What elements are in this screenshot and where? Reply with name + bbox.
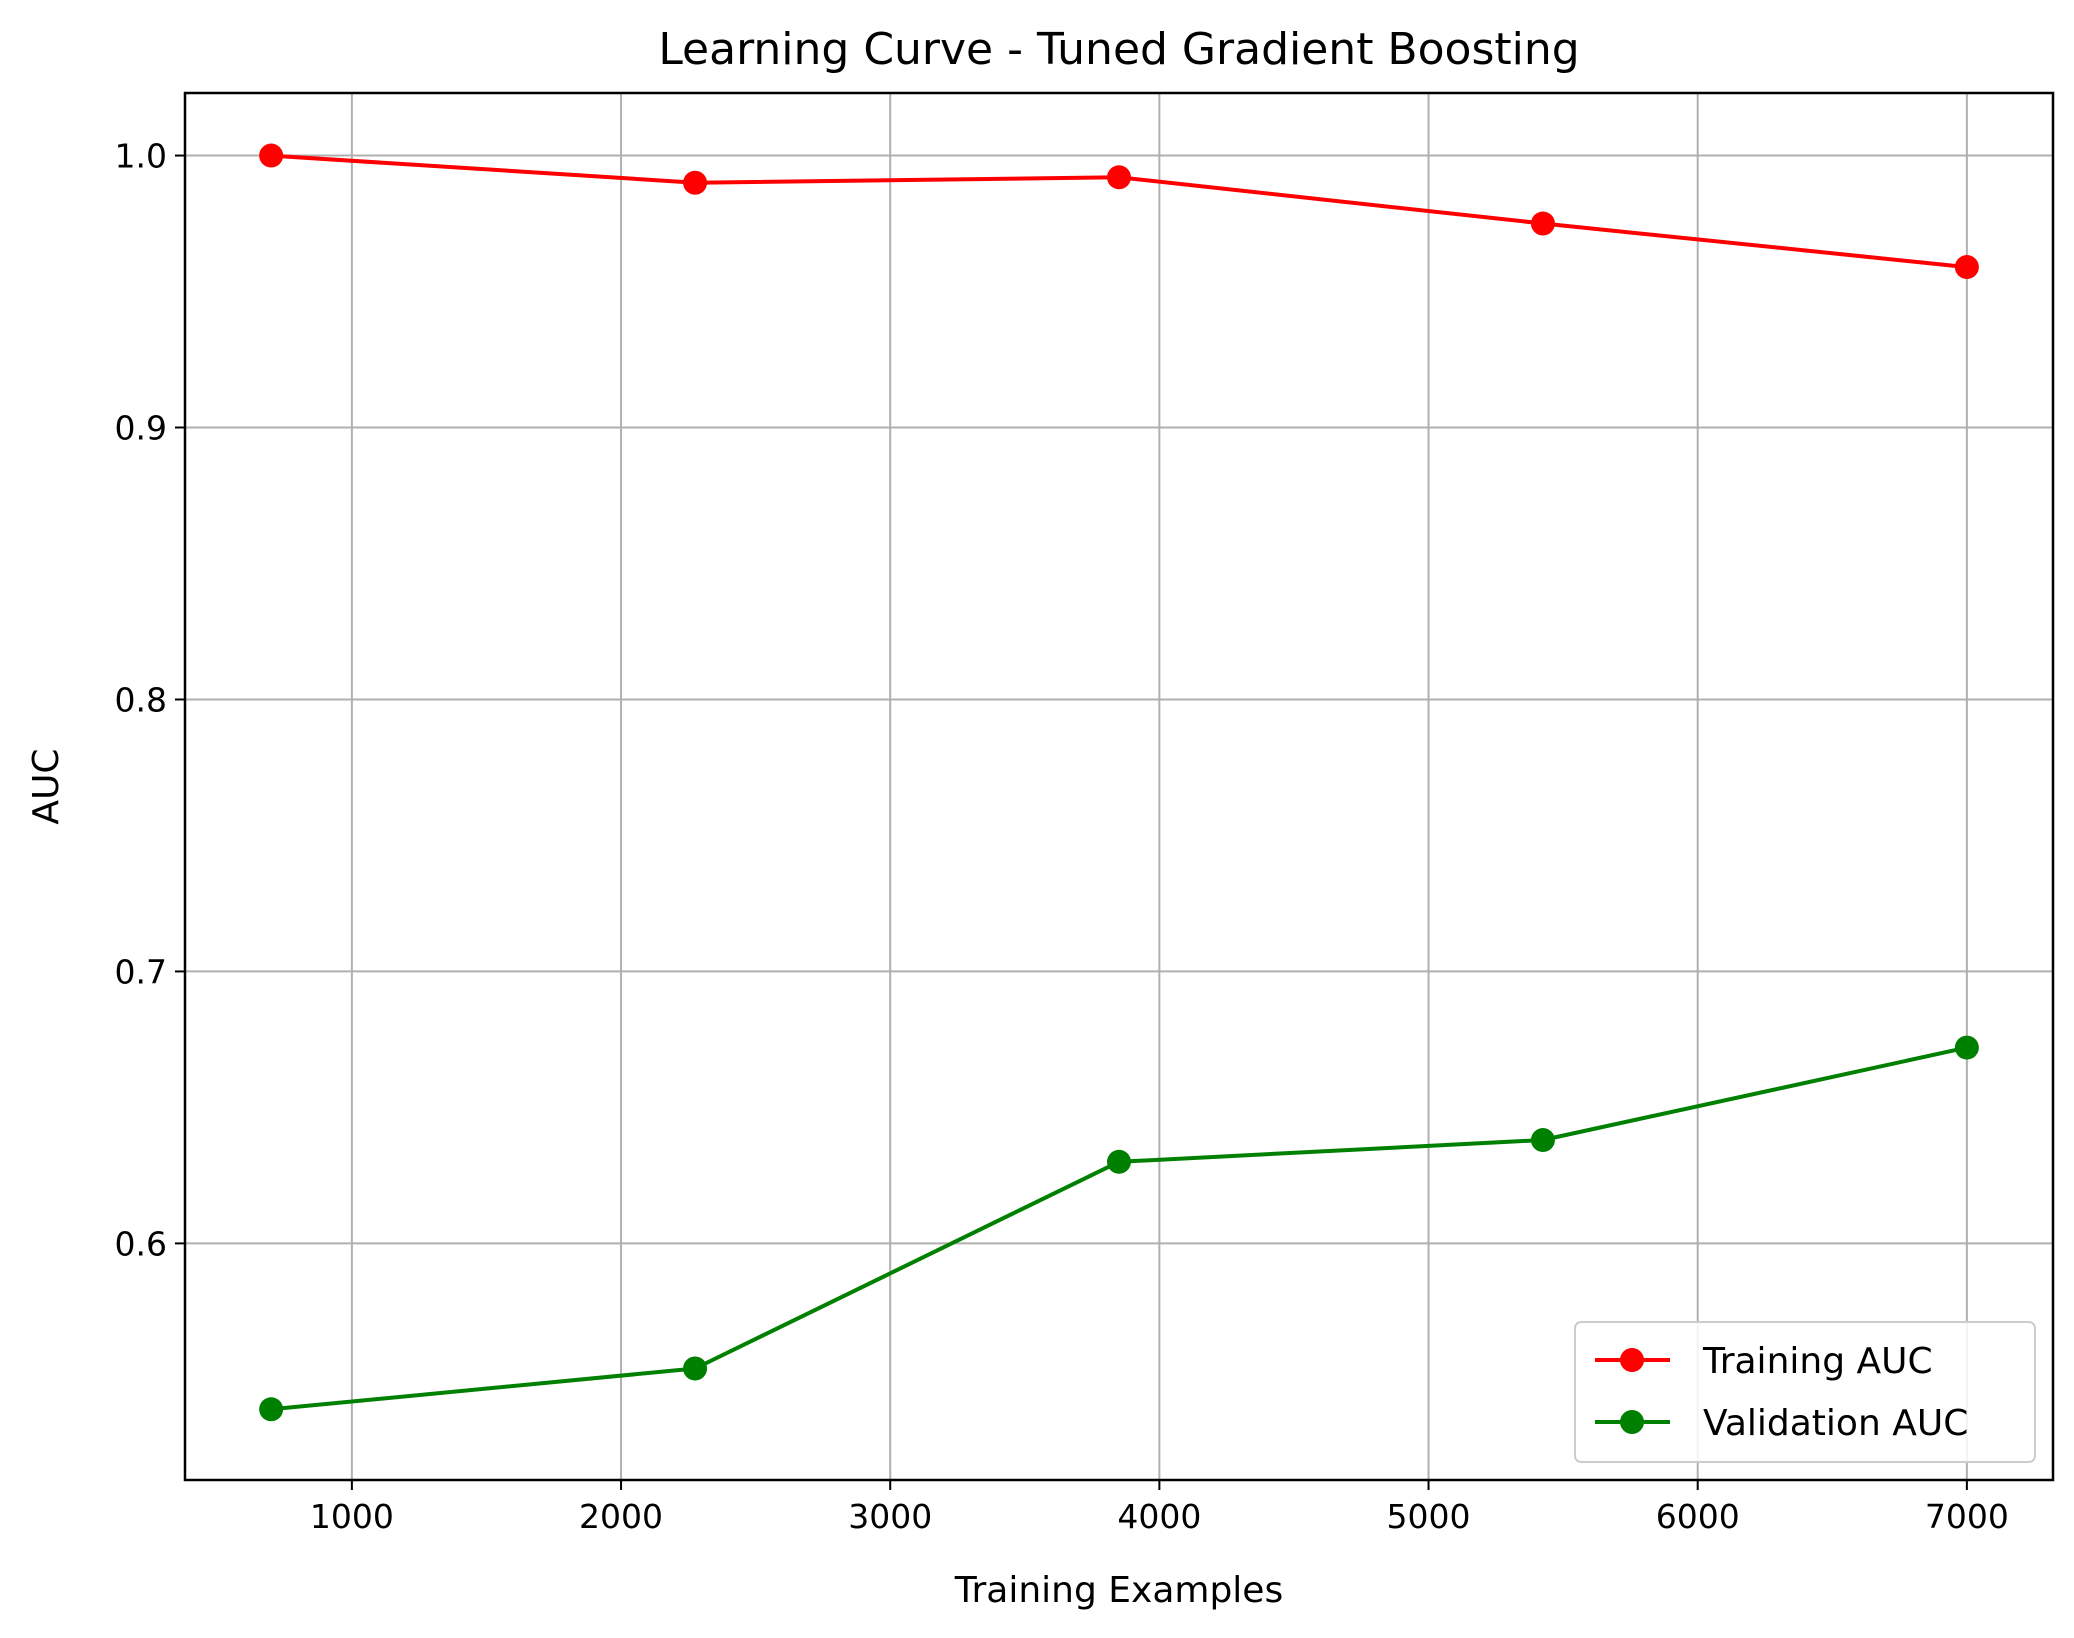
legend-marker: [1620, 1410, 1644, 1434]
legend-label: Training AUC: [1702, 1341, 1933, 1382]
data-point: [259, 1397, 284, 1422]
x-tick-label: 6000: [1656, 1497, 1740, 1536]
legend-box: [1574, 1321, 2036, 1463]
plot-area-frame: [183, 91, 2055, 1482]
data-point: [1107, 1149, 1131, 1174]
legend-item: Validation AUC: [1595, 1403, 1968, 1444]
data-point: [259, 143, 284, 168]
x-tick-label: 5000: [1387, 1497, 1471, 1536]
x-axis-label: Training Examples: [954, 1570, 1283, 1611]
chart-title: Learning Curve - Tuned Gradient Boosting: [658, 24, 1579, 75]
x-tick-label: 4000: [1117, 1497, 1201, 1536]
data-point: [1530, 1128, 1555, 1153]
legend-marker: [1620, 1348, 1644, 1372]
series-1: [259, 1035, 1979, 1422]
data-point: [683, 170, 708, 195]
series-0: [259, 143, 1979, 280]
grid-lines: [185, 93, 2053, 1480]
legend-item: Training AUC: [1595, 1341, 1933, 1382]
legend-label: Validation AUC: [1703, 1403, 1968, 1444]
data-point: [683, 1356, 708, 1381]
x-tick-label: 2000: [579, 1497, 663, 1536]
x-tick-label: 3000: [848, 1497, 932, 1536]
y-tick-label: 0.8: [115, 680, 167, 719]
x-tick-label: 1000: [310, 1497, 394, 1536]
y-axis-label: AUC: [26, 748, 67, 824]
chart-legend: Training AUC Validation AUC: [1574, 1321, 2036, 1463]
axis-ticks: 1000 2000 3000 4000 5000 6000 7000 0.6 0.7 0.8 0.9…: [115, 137, 2009, 1536]
y-tick-label: 0.6: [115, 1224, 167, 1263]
data-point: [1954, 255, 1979, 280]
y-tick-label: 0.9: [115, 409, 167, 448]
series-lines: [259, 143, 1979, 1422]
data-point: [1954, 1035, 1979, 1060]
data-point: [1530, 211, 1555, 236]
y-tick-label: 0.7: [115, 952, 167, 991]
y-tick-label: 1.0: [115, 137, 167, 176]
data-point: [1107, 165, 1131, 190]
x-tick-label: 7000: [1925, 1497, 2009, 1536]
